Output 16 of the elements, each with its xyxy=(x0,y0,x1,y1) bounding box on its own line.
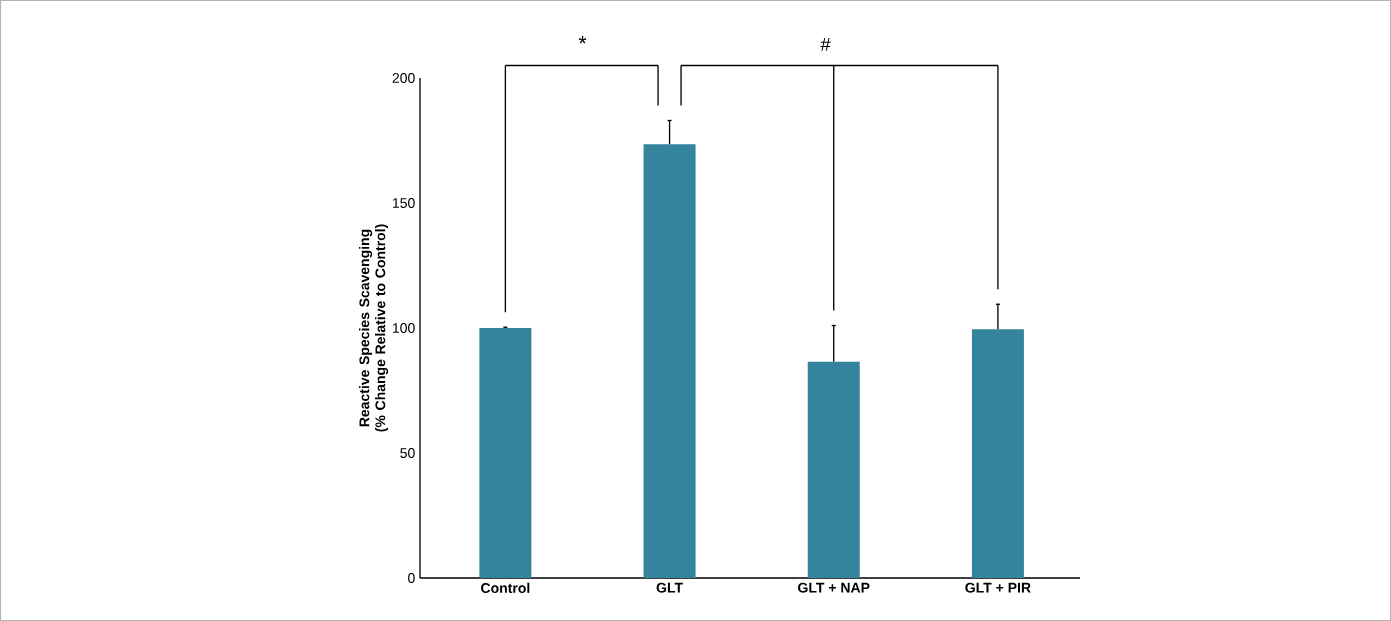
y-tick-label: 0 xyxy=(408,573,415,583)
bar xyxy=(807,361,860,578)
y-tick-label: 200 xyxy=(392,73,415,83)
bar xyxy=(971,329,1024,578)
x-tick-label: GLT + NAP xyxy=(798,582,870,593)
text: # xyxy=(820,38,831,51)
x-tick-label: GLT xyxy=(656,582,683,593)
bar xyxy=(643,144,696,578)
bar xyxy=(479,328,532,578)
y-tick-label: 150 xyxy=(393,198,415,208)
x-tick-label: Control xyxy=(481,582,530,593)
x-tick-label: GLT + PIR xyxy=(965,582,1031,593)
y-tick-label: 50 xyxy=(400,448,415,458)
y-axis-title: Reactive Species Scavenging (% Change Relative to Control) xyxy=(359,224,389,432)
text: * xyxy=(578,36,587,44)
y-tick-label: 100 xyxy=(393,323,415,333)
